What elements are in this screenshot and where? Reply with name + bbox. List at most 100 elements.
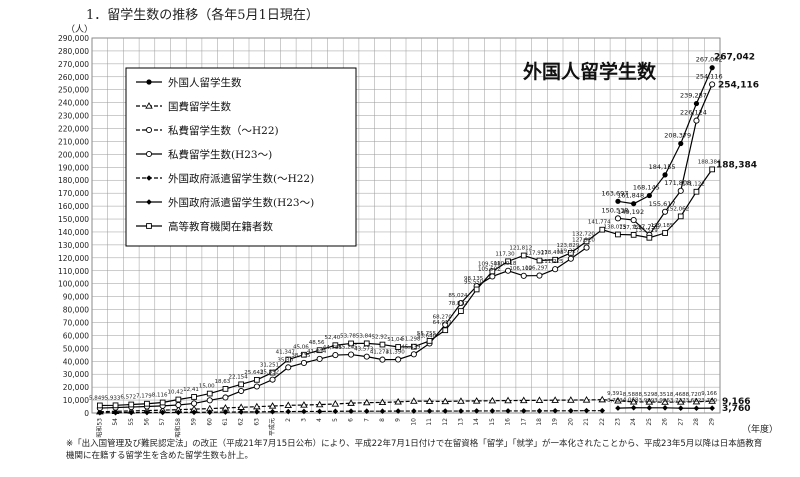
data-label: 3,682 bbox=[686, 398, 702, 404]
data-label: 44,785 bbox=[323, 345, 343, 351]
data-point bbox=[379, 341, 386, 348]
data-point bbox=[144, 400, 150, 407]
data-point bbox=[536, 257, 543, 264]
data-point bbox=[145, 126, 153, 134]
series-1 bbox=[96, 395, 716, 415]
data-point bbox=[519, 396, 528, 404]
data-point bbox=[146, 79, 152, 85]
data-point bbox=[457, 300, 465, 307]
y-tick-label: 280,000 bbox=[58, 47, 89, 56]
data-label: 48,56 bbox=[309, 340, 325, 346]
x-tick-label: 8 bbox=[379, 418, 386, 422]
data-point bbox=[348, 340, 354, 347]
data-label: 41,390 bbox=[386, 349, 406, 355]
data-label: 106,102 bbox=[509, 266, 532, 272]
y-tick-label: 210,000 bbox=[58, 137, 89, 146]
data-point bbox=[394, 397, 402, 405]
data-point bbox=[332, 352, 339, 359]
data-label: 109,508 bbox=[478, 261, 501, 267]
data-point bbox=[238, 387, 245, 395]
data-label: 3,763 bbox=[607, 398, 623, 404]
x-tick-label: 29 bbox=[709, 418, 716, 426]
y-tick-label: 10,000 bbox=[63, 396, 89, 405]
y-tick-label: 170,000 bbox=[58, 189, 89, 198]
data-point bbox=[535, 396, 544, 403]
y-tick-label: 100,000 bbox=[58, 280, 89, 289]
data-point bbox=[457, 397, 465, 404]
x-tick-label: 17 bbox=[520, 418, 527, 426]
data-point bbox=[551, 396, 559, 403]
y-tick-label: 120,000 bbox=[58, 254, 89, 263]
data-point bbox=[268, 402, 277, 409]
data-label: 31,251 bbox=[260, 363, 279, 369]
data-point bbox=[614, 215, 622, 222]
data-point bbox=[504, 267, 512, 274]
data-point bbox=[301, 351, 307, 358]
data-label: 141,774 bbox=[588, 220, 611, 226]
data-point bbox=[693, 117, 700, 124]
data-point bbox=[567, 255, 574, 262]
data-point bbox=[332, 408, 339, 415]
data-label: 51,298 bbox=[401, 337, 421, 343]
x-unit-label: （年度） bbox=[742, 425, 779, 435]
data-point bbox=[692, 397, 701, 405]
data-point bbox=[645, 398, 654, 405]
footnote: ※「出入国管理及び難民認定法」の改正（平成21年7月15日公布）により、平成22… bbox=[66, 439, 763, 461]
data-point bbox=[347, 351, 355, 358]
data-point bbox=[520, 408, 527, 414]
data-point bbox=[159, 399, 166, 406]
data-point bbox=[583, 407, 590, 414]
data-point bbox=[442, 408, 449, 414]
data-label: 53,84 bbox=[356, 333, 372, 339]
data-label: 55,755 bbox=[417, 331, 437, 337]
data-point bbox=[363, 340, 370, 347]
data-point bbox=[582, 396, 591, 403]
data-point bbox=[504, 396, 512, 404]
data-label: 9,391 bbox=[607, 391, 623, 397]
data-point bbox=[473, 286, 480, 293]
y-tick-label: 80,000 bbox=[63, 306, 89, 315]
data-point bbox=[568, 250, 574, 256]
data-point bbox=[395, 408, 401, 414]
x-tick-label: 11 bbox=[426, 418, 433, 426]
x-tick-label: 59 bbox=[191, 418, 198, 426]
data-point bbox=[709, 65, 715, 71]
data-point bbox=[315, 400, 324, 408]
data-label: 25,643 bbox=[244, 370, 264, 376]
x-tick-label: 4 bbox=[316, 418, 323, 422]
data-label: 52,92 bbox=[372, 335, 388, 341]
data-label: 152,062 bbox=[666, 206, 689, 212]
data-point bbox=[472, 397, 481, 404]
x-tick-label: 20 bbox=[567, 418, 574, 426]
series-end-label: 254,116 bbox=[718, 80, 759, 90]
data-label: 150,538 bbox=[602, 206, 629, 214]
legend-entry: 私費留学生数(H23〜) bbox=[168, 148, 272, 161]
data-point bbox=[145, 150, 153, 158]
x-tick-label: 2 bbox=[285, 418, 292, 422]
data-label: 35,30 bbox=[277, 357, 293, 363]
data-point bbox=[175, 409, 182, 416]
data-point bbox=[316, 408, 323, 415]
data-label: 118,498 bbox=[541, 250, 564, 256]
data-label: 4,068 bbox=[623, 398, 639, 404]
data-point bbox=[362, 398, 371, 406]
legend-entry: 私費留学生数（〜H22) bbox=[168, 124, 279, 137]
data-point bbox=[253, 402, 261, 410]
data-label: 22,154 bbox=[229, 374, 249, 380]
data-label: 267,042 bbox=[696, 56, 723, 64]
data-point bbox=[583, 238, 590, 245]
data-point bbox=[630, 404, 637, 411]
data-label: 43,573 bbox=[354, 347, 374, 353]
data-label: 110,018 bbox=[494, 261, 517, 267]
data-point bbox=[238, 409, 244, 415]
data-point bbox=[128, 401, 135, 408]
legend-entry: 外国人留学生数 bbox=[168, 76, 242, 89]
y-tick-label: 290,000 bbox=[58, 34, 89, 43]
x-tick-label: 26 bbox=[662, 418, 669, 426]
x-tick-label: 平成元 bbox=[268, 418, 276, 436]
data-label: 3,760 bbox=[701, 398, 717, 404]
data-label: 3,737 bbox=[670, 398, 686, 404]
data-point bbox=[128, 409, 135, 416]
data-point bbox=[520, 252, 527, 259]
